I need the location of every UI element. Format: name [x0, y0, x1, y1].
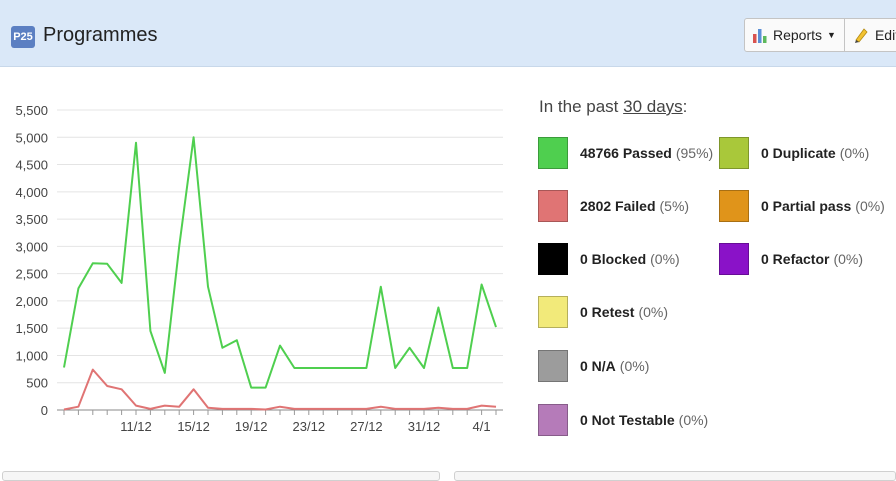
page-header: P25 Programmes Reports ▼ Edit — [0, 0, 896, 67]
x-tick-label: 31/12 — [408, 419, 441, 434]
series-line-failed — [63, 368, 497, 411]
legend-item-duplicate: 0 Duplicate (0%) — [719, 136, 869, 170]
legend-item-refactor: 0 Refactor (0%) — [719, 242, 863, 276]
status-swatch — [719, 243, 749, 275]
x-tick-label: 15/12 — [177, 419, 210, 434]
x-tick-label: 4/1 — [473, 419, 491, 434]
edit-label: Edit — [874, 27, 896, 43]
x-tick-label: 27/12 — [350, 419, 383, 434]
y-tick-label: 2,000 — [15, 294, 48, 309]
status-swatch — [719, 137, 749, 169]
y-tick-label: 500 — [26, 376, 48, 391]
legend-item-partial-pass: 0 Partial pass (0%) — [719, 189, 885, 223]
series-line-passed — [63, 136, 497, 389]
status-swatch — [538, 296, 568, 328]
status-swatch — [538, 350, 568, 382]
y-tick-label: 0 — [41, 403, 48, 418]
legend-item-not-testable: 0 Not Testable (0%) — [538, 403, 708, 437]
legend-percent: (0%) — [650, 251, 680, 267]
legend-label: 0 Partial pass — [761, 198, 852, 214]
status-swatch — [538, 190, 568, 222]
legend-item-failed: 2802 Failed (5%) — [538, 189, 689, 223]
legend-percent: (0%) — [678, 412, 709, 428]
bar-chart-icon — [753, 27, 767, 43]
y-tick-label: 2,500 — [15, 267, 48, 282]
legend-item-retest: 0 Retest (0%) — [538, 295, 668, 329]
reports-label: Reports — [773, 27, 823, 43]
x-tick-label: 11/12 — [120, 419, 152, 434]
legend-title-suffix: : — [682, 97, 688, 116]
legend-item-blocked: 0 Blocked (0%) — [538, 242, 680, 276]
legend-item-passed: 48766 Passed (95%) — [538, 136, 713, 170]
y-tick-label: 3,500 — [15, 212, 48, 227]
x-tick-label: 19/12 — [235, 419, 268, 434]
legend-percent: (0%) — [619, 358, 650, 374]
legend-percent: (0%) — [855, 198, 885, 214]
y-tick-label: 4,000 — [15, 185, 48, 200]
legend-label: 0 Refactor — [761, 251, 830, 267]
legend-label: 0 N/A — [580, 358, 616, 374]
x-tick-label: 23/12 — [293, 419, 326, 434]
project-badge: P25 — [11, 26, 35, 48]
chevron-down-icon: ▼ — [827, 30, 836, 40]
period-link[interactable]: 30 days — [623, 97, 683, 116]
legend-percent: (95%) — [675, 145, 714, 161]
y-tick-label: 3,000 — [15, 239, 48, 254]
y-tick-label: 5,500 — [15, 103, 48, 118]
edit-button[interactable]: Edit — [843, 19, 896, 51]
status-swatch — [538, 137, 568, 169]
status-swatch — [538, 404, 568, 436]
legend-percent: (5%) — [659, 198, 690, 214]
line-chart: 0 500 1,000 1,500 2,000 2,500 3,000 3,500 4,000 4… — [15, 103, 503, 434]
legend-label: 0 Not Testable — [580, 412, 675, 428]
y-tick-label: 5,000 — [15, 130, 48, 145]
legend-label: 0 Duplicate — [761, 145, 836, 161]
legend-item-na: 0 N/A (0%) — [538, 349, 649, 383]
legend-label: 48766 Passed — [580, 145, 672, 161]
legend-label: 0 Retest — [580, 304, 635, 320]
page-title: Programmes — [43, 24, 158, 46]
legend-title-prefix: In the past — [539, 97, 624, 116]
header-button-group: Reports ▼ Edit — [744, 18, 896, 52]
legend-percent: (0%) — [839, 145, 870, 161]
legend-percent: (0%) — [833, 251, 864, 267]
legend-label: 2802 Failed — [580, 198, 656, 214]
legend-title: In the past 30 days: — [539, 97, 687, 117]
results-chart: 0 500 1,000 1,500 2,000 2,500 3,000 3,500 4,000 4… — [0, 80, 520, 440]
status-swatch — [538, 243, 568, 275]
bottom-panel-right — [454, 471, 896, 481]
pencil-icon — [853, 27, 869, 43]
legend-percent: (0%) — [638, 304, 669, 320]
legend-label: 0 Blocked — [580, 251, 647, 267]
bottom-panel-left — [2, 471, 440, 481]
y-tick-label: 1,000 — [15, 348, 48, 363]
y-tick-label: 1,500 — [15, 321, 48, 336]
reports-button[interactable]: Reports ▼ — [745, 19, 844, 51]
status-swatch — [719, 190, 749, 222]
y-tick-label: 4,500 — [15, 158, 48, 173]
